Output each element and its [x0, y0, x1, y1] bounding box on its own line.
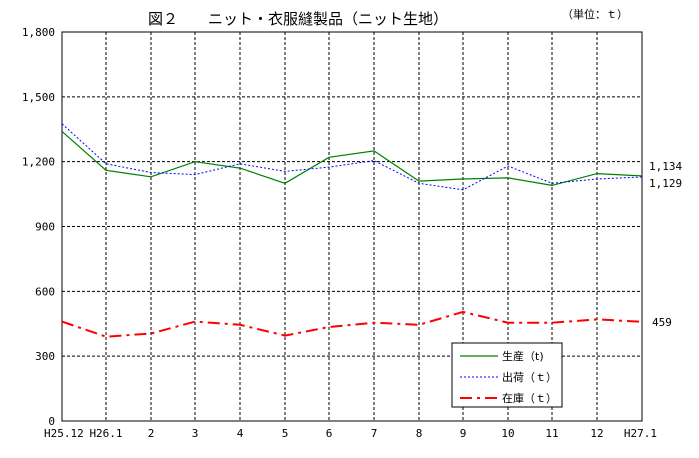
legend-label-3: 在庫（ｔ） [502, 391, 557, 405]
end-label-2: 1,129 [649, 177, 682, 190]
end-label-3: 459 [652, 316, 672, 329]
end-labels: 1,134 1,129 459 [649, 160, 682, 329]
x-tick-label: 12 [590, 427, 603, 440]
series-group [61, 123, 643, 338]
grid [62, 32, 642, 421]
legend-label-1: 生産（t) [502, 349, 544, 363]
legend-label-2: 出荷（ｔ） [502, 370, 557, 384]
x-tick-label: 2 [148, 427, 155, 440]
x-tick-label: H26.1 [89, 427, 122, 440]
x-tick-label: 7 [371, 427, 378, 440]
y-axis-ticks: 0 300 600 900 1,200 1,500 1,800 [22, 26, 55, 428]
x-tick-label: 11 [545, 427, 558, 440]
series-line-3 [61, 310, 643, 338]
x-tick-label: 4 [237, 427, 244, 440]
x-tick-label: 9 [460, 427, 467, 440]
x-tick-label: H27.1 [624, 427, 657, 440]
chart-title: 図２ ニット・衣服縫製品（ニット生地） [148, 10, 448, 28]
legend-box [451, 342, 563, 408]
y-tick-label: 0 [48, 415, 55, 428]
unit-note: （単位：ｔ） [562, 7, 628, 21]
x-tick-label: 5 [282, 427, 289, 440]
end-label-1: 1,134 [649, 160, 682, 173]
y-tick-label: 1,200 [22, 156, 55, 169]
x-tick-label: 3 [192, 427, 199, 440]
x-tick-label: 8 [416, 427, 423, 440]
y-tick-label: 1,500 [22, 91, 55, 104]
x-axis-ticks: H25.12 H26.1 2 3 4 5 6 7 8 9 10 11 12 H27.1 [44, 427, 657, 440]
series-line-2 [61, 123, 643, 191]
x-tick-label: 10 [501, 427, 514, 440]
y-tick-label: 300 [35, 350, 55, 363]
legend: 生産（t) 出荷（ｔ） 在庫（ｔ） [451, 342, 563, 408]
x-tick-label: H25.12 [44, 427, 84, 440]
y-tick-label: 900 [35, 221, 55, 234]
y-tick-label: 600 [35, 285, 55, 298]
series-line-1 [61, 130, 643, 187]
x-tick-label: 6 [326, 427, 333, 440]
y-tick-label: 1,800 [22, 26, 55, 39]
